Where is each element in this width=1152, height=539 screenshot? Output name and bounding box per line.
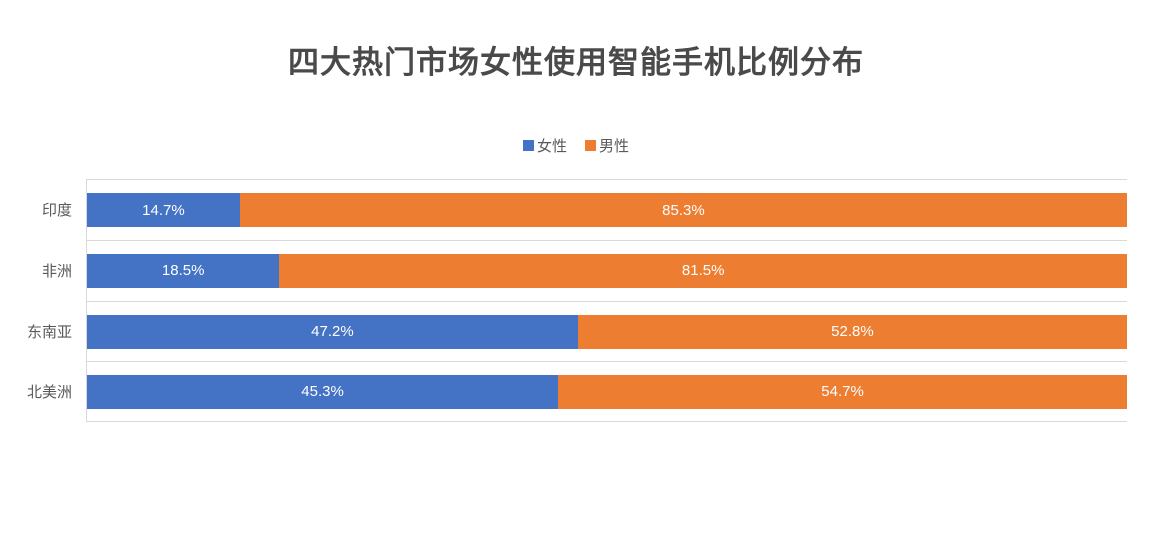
bar-value-label: 18.5% [161, 262, 205, 280]
bar-segment-female: 18.5% [87, 253, 280, 288]
legend: 女性 男性 [0, 135, 1152, 156]
bar-value-label: 47.2% [311, 323, 354, 341]
bar-segment-male: 81.5% [279, 253, 1127, 288]
category-label: 东南亚 [26, 323, 72, 341]
plot-area: 印度非洲东南亚北美洲 14.7% 85.3% 18.5% 81.5% 47.2% 52.8… [0, 179, 1127, 423]
category-label: 北美洲 [26, 384, 72, 402]
category-label: 非洲 [41, 262, 72, 280]
legend-label: 女性 [536, 137, 567, 155]
bar-track: 18.5% 81.5% [87, 239, 1127, 301]
legend-item: 女性 [522, 135, 567, 156]
bar-track: 14.7% 85.3% [87, 179, 1127, 240]
bar-value-label: 54.7% [821, 383, 864, 401]
bar-value-label: 81.5% [681, 262, 725, 280]
legend-item: 男性 [585, 135, 629, 156]
legend-label: 男性 [599, 137, 630, 155]
bar-value-label: 52.8% [831, 323, 874, 341]
bar-segment-female: 47.2% [87, 314, 578, 349]
bar-segment-female: 45.3% [87, 374, 559, 409]
stacked-bar: 45.3% 54.7% [87, 374, 1127, 409]
bar-segment-male: 85.3% [239, 193, 1127, 228]
bar-segment-male: 52.8% [577, 314, 1127, 349]
bar-value-label: 14.7% [142, 201, 185, 219]
bar-value-label: 85.3% [662, 201, 705, 219]
bar-segment-male: 54.7% [558, 374, 1127, 409]
legend-swatch-icon [522, 139, 534, 151]
chart-title: 四大热门市场女性使用智能手机比例分布 [288, 45, 864, 80]
stacked-bar: 47.2% 52.8% [87, 314, 1127, 349]
stacked-bar: 14.7% 85.3% [87, 193, 1127, 228]
bar-track: 45.3% 54.7% [87, 361, 1127, 423]
bar-value-label: 45.3% [301, 383, 344, 401]
legend-swatch-icon [585, 139, 596, 151]
plot-grid: 14.7% 85.3% 18.5% 81.5% 47.2% 52.8% 45.3% 54.7% [86, 179, 1127, 423]
bar-track: 47.2% 52.8% [87, 300, 1127, 362]
stacked-bar: 18.5% 81.5% [87, 253, 1127, 288]
bar-segment-female: 14.7% [87, 193, 240, 228]
category-axis: 印度非洲东南亚北美洲 [0, 179, 86, 422]
chart-container: 四大热门市场女性使用智能手机比例分布 女性 男性 印度非洲东南亚北美洲 14.7%… [0, 44, 1152, 423]
category-label: 印度 [41, 202, 72, 220]
